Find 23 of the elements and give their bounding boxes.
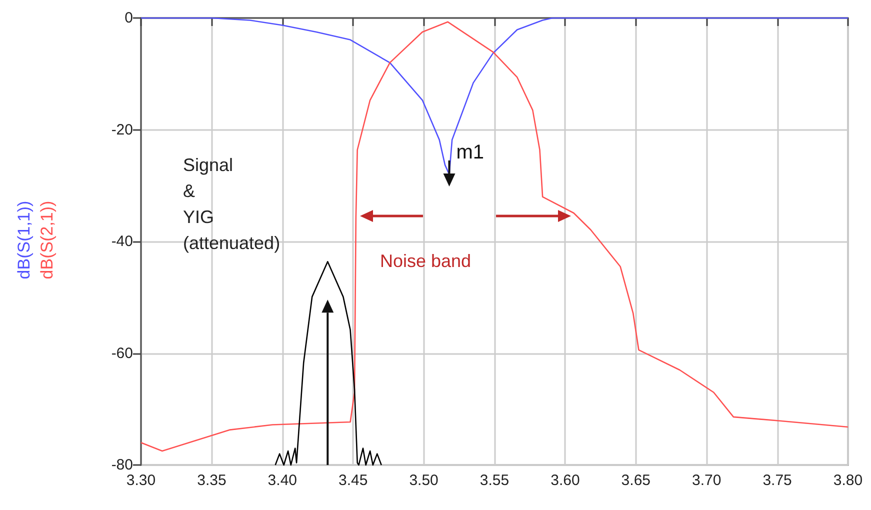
annotation: m1: [456, 141, 484, 164]
text: dB(S(1,1)): [14, 200, 34, 280]
y-tick-label: -80: [111, 456, 133, 474]
x-tick-label: 3.70: [692, 472, 722, 489]
x-tick-label: 3.75: [762, 472, 792, 489]
text: dB(S(2,1)): [38, 200, 56, 280]
y-tick-label: 0: [124, 10, 133, 26]
x-tick-label: 3.40: [268, 472, 297, 489]
line-series: [140, 21, 849, 452]
y-tick-label: -40: [111, 233, 133, 250]
annotation: Signal & YIG (attenuated): [183, 155, 280, 253]
x-tick-label: 3.65: [621, 472, 650, 489]
x-tick-label: 3.50: [409, 472, 438, 489]
annotation: Noise band: [380, 251, 472, 271]
y-tick-label: -60: [111, 344, 133, 362]
y-tick-label: -20: [111, 121, 133, 138]
line-series: [274, 260, 382, 466]
x-tick-label: 3.45: [338, 472, 368, 489]
x-tick-label: 3.35: [197, 472, 226, 489]
x-tick-label: 3.55: [480, 472, 510, 489]
x-tick-label: 3.30: [126, 472, 156, 489]
x-tick-label: 3.80: [833, 472, 863, 489]
x-tick-label: 3.60: [550, 472, 580, 489]
